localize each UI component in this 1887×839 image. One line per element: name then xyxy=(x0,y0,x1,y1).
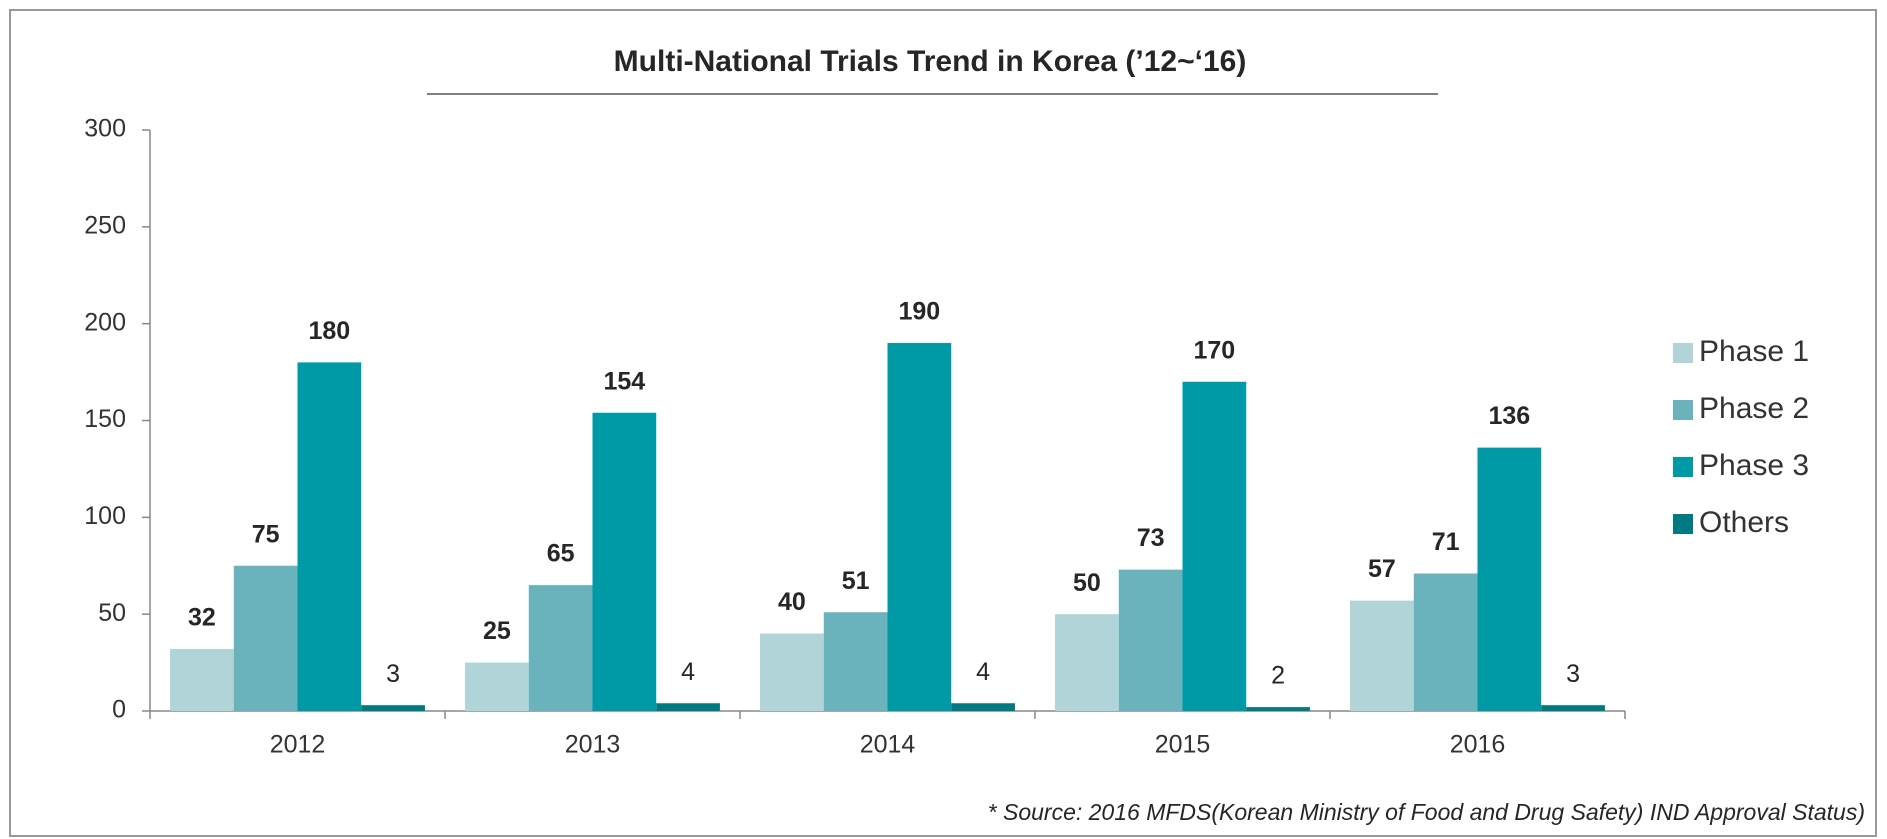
bar xyxy=(1541,705,1605,711)
bar xyxy=(1246,707,1310,711)
data-label: 190 xyxy=(899,298,941,326)
bar xyxy=(1413,573,1478,711)
x-tick-label: 2015 xyxy=(1155,731,1211,759)
bar xyxy=(951,703,1015,711)
bar xyxy=(465,662,529,711)
x-tick-label: 2012 xyxy=(270,731,326,759)
bar xyxy=(823,612,888,711)
data-label: 25 xyxy=(483,617,511,645)
bar xyxy=(1477,447,1542,711)
data-label: 75 xyxy=(252,520,280,548)
data-label: 32 xyxy=(188,604,216,632)
data-label: 4 xyxy=(976,658,990,686)
bar xyxy=(170,649,234,711)
bar xyxy=(1055,614,1119,711)
y-tick-label: 0 xyxy=(112,696,126,724)
bar xyxy=(656,703,720,711)
bar xyxy=(592,412,657,711)
bar xyxy=(528,585,593,711)
legend-label: Phase 2 xyxy=(1699,392,1809,425)
bar xyxy=(1182,381,1247,711)
data-label: 170 xyxy=(1194,336,1236,364)
legend-swatch xyxy=(1673,514,1693,534)
chart-title: Multi-National Trials Trend in Korea (’1… xyxy=(614,45,1247,78)
bar xyxy=(361,705,425,711)
annotation: * Source: 2016 MFDS(Korean Ministry of F… xyxy=(988,799,1865,825)
data-label: 71 xyxy=(1432,528,1460,556)
legend-swatch xyxy=(1673,343,1693,363)
x-tick-label: 2014 xyxy=(860,731,916,759)
x-tick-label: 2016 xyxy=(1450,731,1506,759)
data-label: 180 xyxy=(309,317,351,345)
bar xyxy=(233,565,298,711)
bar xyxy=(760,633,824,711)
frame xyxy=(9,9,1877,837)
bar xyxy=(1350,600,1414,711)
data-label: 3 xyxy=(1566,660,1580,688)
x-tick-label: 2013 xyxy=(565,731,621,759)
y-tick-label: 300 xyxy=(84,115,126,143)
legend-label: Phase 1 xyxy=(1699,335,1809,368)
bar xyxy=(1118,569,1183,711)
data-label: 51 xyxy=(842,567,870,595)
data-label: 136 xyxy=(1489,402,1531,430)
legend-swatch xyxy=(1673,457,1693,477)
data-label: 57 xyxy=(1368,555,1396,583)
legend-label: Others xyxy=(1699,506,1789,539)
y-tick-label: 150 xyxy=(84,405,126,433)
data-label: 154 xyxy=(604,367,646,395)
data-label: 4 xyxy=(681,658,695,686)
bar xyxy=(297,362,362,711)
legend-swatch xyxy=(1673,400,1693,420)
legend-label: Phase 3 xyxy=(1699,449,1809,482)
data-label: 50 xyxy=(1073,569,1101,597)
y-tick-label: 200 xyxy=(84,308,126,336)
data-label: 3 xyxy=(386,660,400,688)
bar xyxy=(887,343,952,711)
data-label: 2 xyxy=(1271,662,1285,690)
data-label: 40 xyxy=(778,588,806,616)
y-tick-label: 250 xyxy=(84,211,126,239)
y-tick-label: 100 xyxy=(84,502,126,530)
data-label: 73 xyxy=(1137,524,1165,552)
y-tick-label: 50 xyxy=(98,599,126,627)
data-label: 65 xyxy=(547,540,575,568)
